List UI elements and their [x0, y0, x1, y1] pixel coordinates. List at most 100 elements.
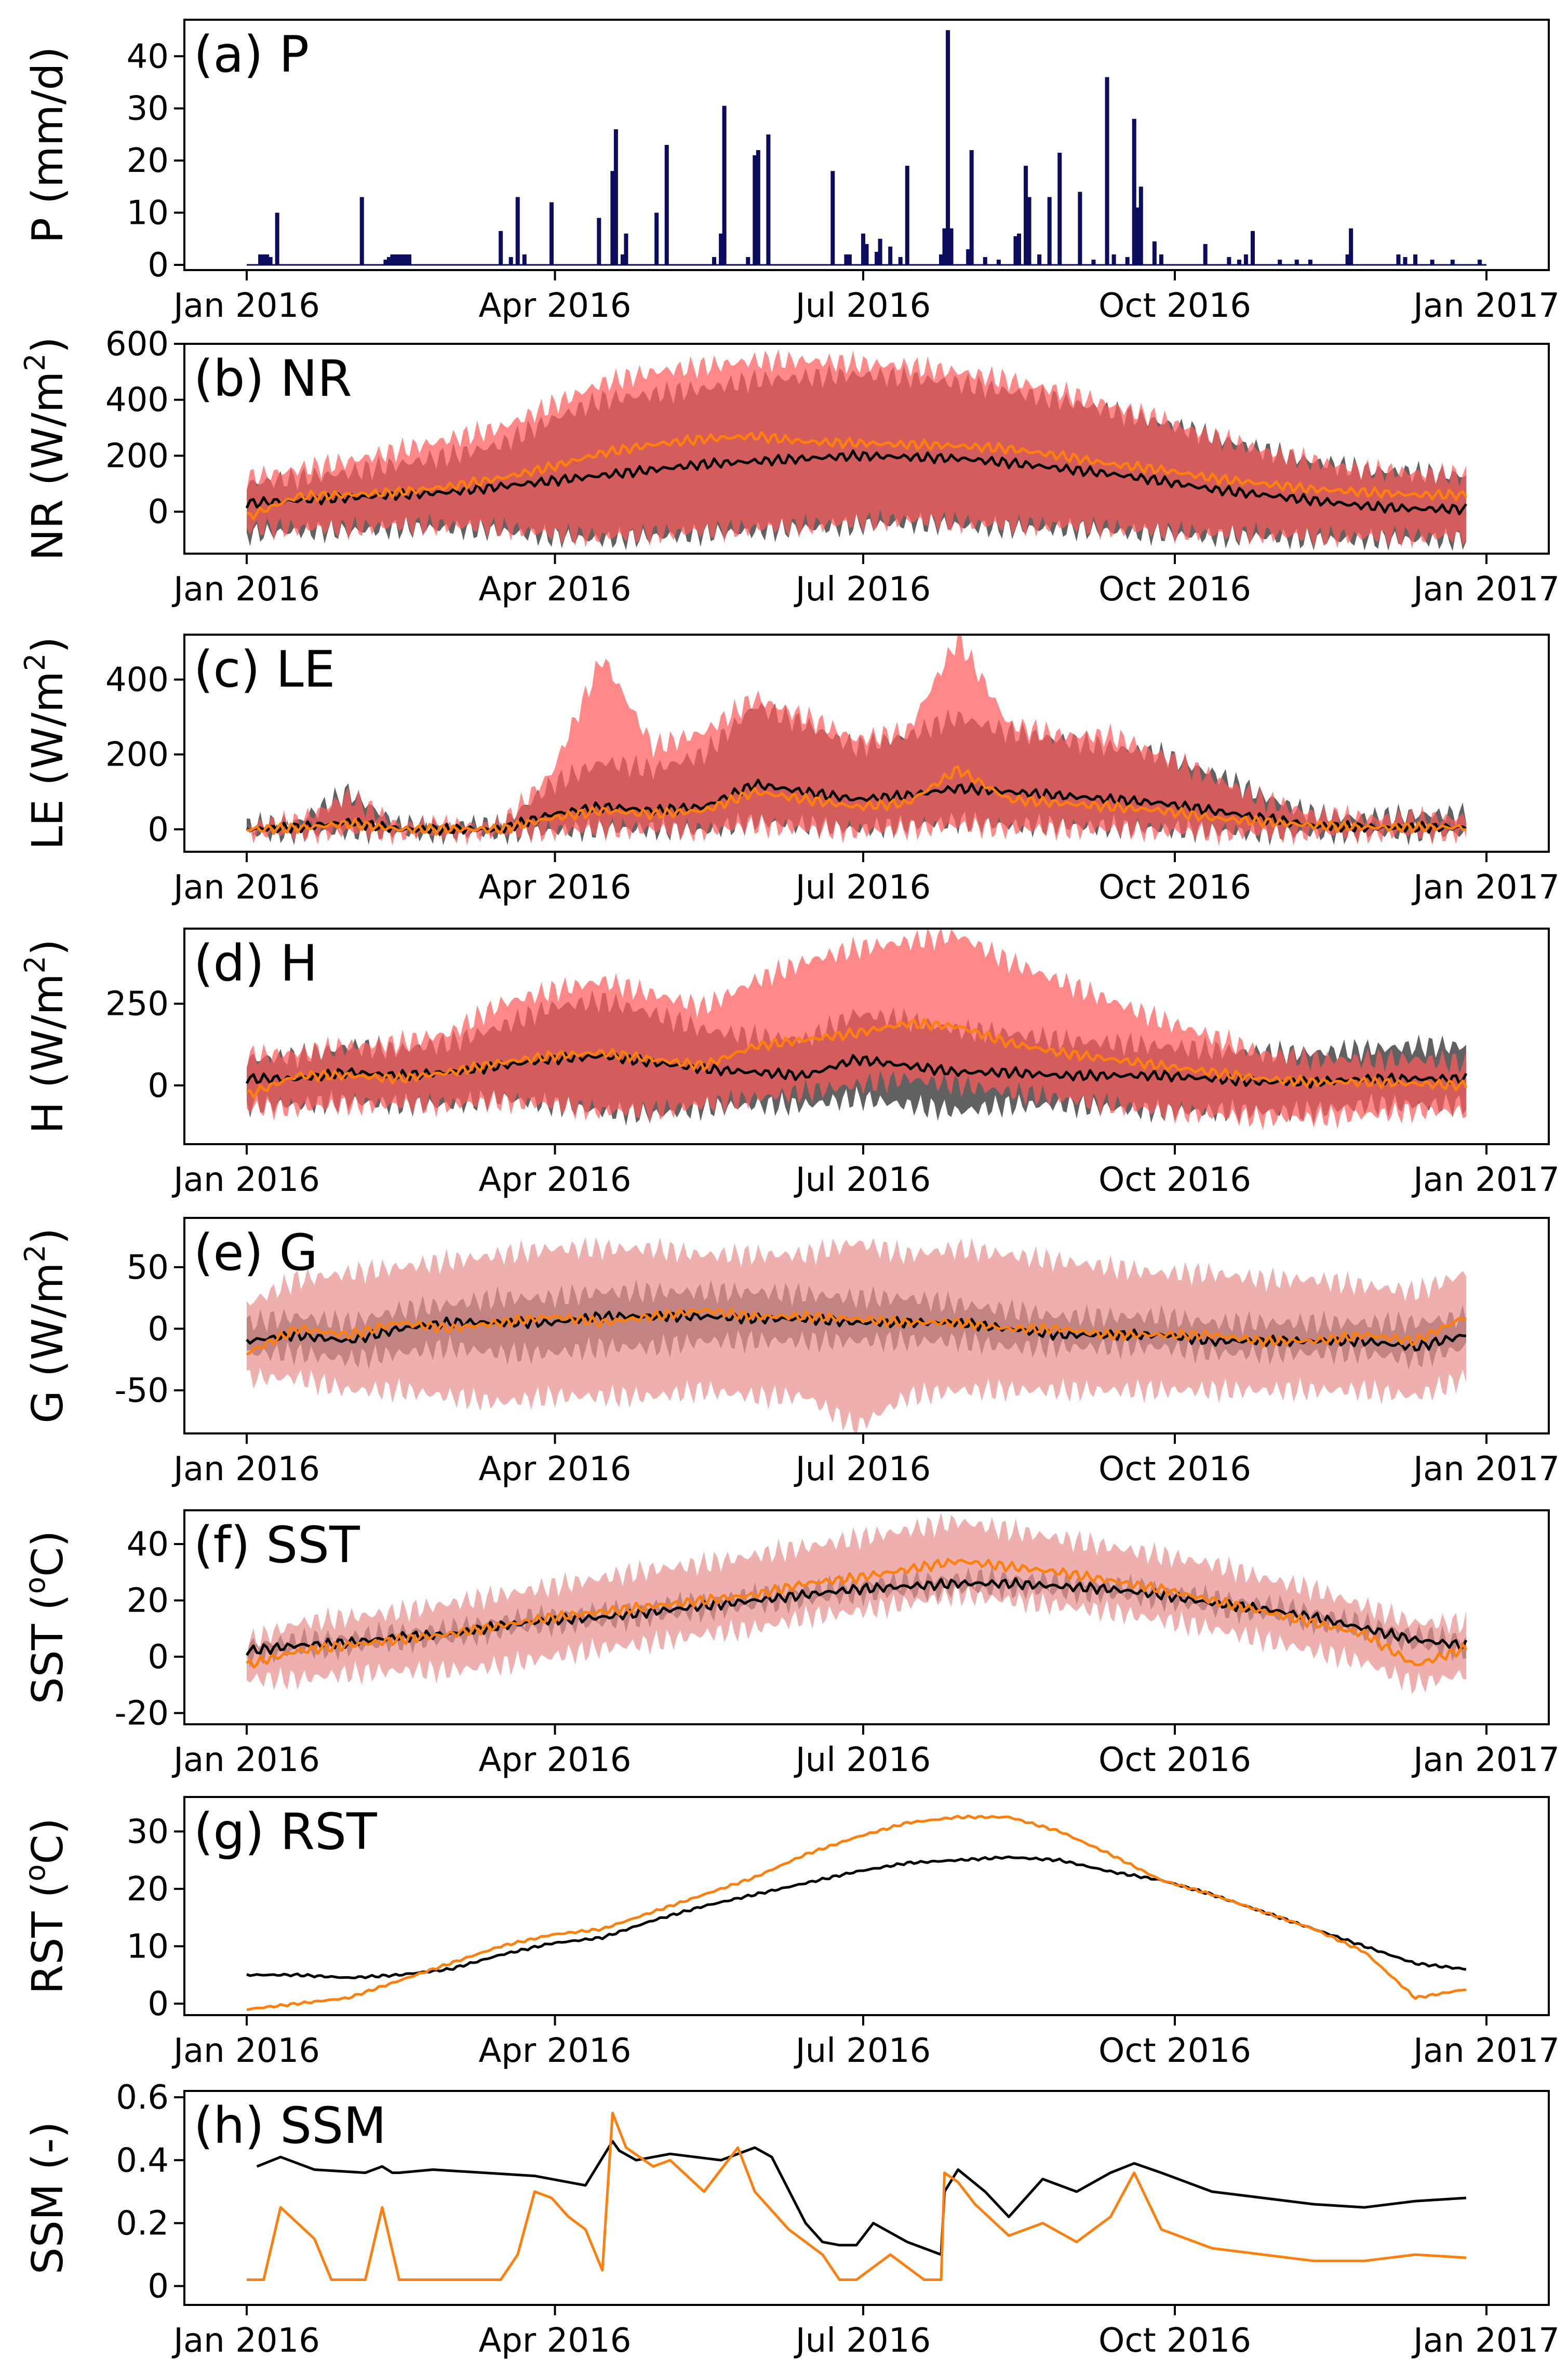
x-tick-label: Jan 2017 — [1411, 1161, 1560, 1199]
x-tick-label: Oct 2016 — [1098, 1741, 1251, 1779]
precip-bar — [1159, 254, 1163, 265]
precip-bar — [407, 254, 412, 265]
x-tick-label: Apr 2016 — [479, 1450, 632, 1488]
model-band — [247, 1512, 1466, 1694]
axes-frame — [183, 343, 1550, 555]
y-axis-label: SST (oC) — [19, 1531, 73, 1705]
y-tick-label: 200 — [105, 437, 169, 475]
x-tick-label: Jul 2016 — [794, 1741, 931, 1779]
y-tick-label: 20 — [127, 1870, 169, 1909]
precip-bar — [1227, 257, 1231, 265]
x-tick-label: Apr 2016 — [479, 2322, 632, 2360]
precip-bar — [875, 251, 879, 265]
precip-bar — [983, 257, 987, 265]
y-tick-label: 10 — [127, 194, 169, 233]
x-tick-label: Jan 2017 — [1411, 2032, 1560, 2070]
precip-bar — [499, 231, 503, 265]
x-tick-label: Jul 2016 — [794, 868, 931, 907]
x-tick-label: Jan 2017 — [1411, 1450, 1560, 1488]
precip-bar — [719, 233, 723, 265]
axes-frame — [183, 1509, 1550, 1725]
axes-frame — [183, 1796, 1550, 2016]
x-tick-label: Jan 2017 — [1411, 1741, 1560, 1779]
panel-g: -50 0 50 Jan 2016 Apr 2016 Jul 2016 Oct 2016 Ja… — [19, 1217, 1560, 1488]
precip-bar — [654, 212, 659, 265]
x-tick-label: Apr 2016 — [479, 1161, 632, 1199]
precip-bar — [1477, 259, 1482, 265]
precip-bar — [386, 257, 391, 265]
y-tick-label: 400 — [105, 381, 169, 420]
precip-bar — [996, 259, 1001, 265]
panel-title: (c) LE — [194, 640, 335, 699]
y-tick-label: 30 — [127, 90, 169, 128]
y-tick-label: 10 — [127, 1927, 169, 1966]
panel-ssm: 0 0.2 0.4 0.6 Jan 2016 Apr 2016 Jul 2016 Oct 20… — [23, 2078, 1560, 2360]
x-tick-label: Jan 2016 — [171, 1741, 320, 1779]
panel-h: 0 250 Jan 2016 Apr 2016 Jul 2016 Oct 2016 Jan … — [19, 928, 1560, 1199]
y-tick-label: -20 — [114, 1694, 169, 1733]
precip-bar — [1349, 228, 1353, 265]
precip-bar — [1037, 254, 1042, 265]
y-tick-label: 0 — [148, 493, 169, 531]
plot-area — [245, 349, 1468, 551]
y-tick-label: 0 — [148, 246, 169, 285]
precip-bar — [1047, 197, 1052, 265]
y-tick-label: 40 — [127, 1525, 169, 1564]
model-line — [246, 1017, 1468, 1099]
y-axis-label: H (W/m2) — [19, 939, 73, 1134]
x-tick-label: Apr 2016 — [479, 868, 632, 907]
precip-bar — [753, 155, 757, 265]
axes-frame — [183, 1217, 1550, 1434]
x-tick-label: Jan 2017 — [1411, 2322, 1560, 2360]
precip-bar — [400, 254, 405, 265]
x-tick-label: Oct 2016 — [1098, 868, 1251, 907]
precip-bar — [1135, 207, 1140, 265]
x-tick-label: Apr 2016 — [479, 570, 632, 609]
model-line — [246, 1558, 1468, 1669]
precip-bar — [404, 254, 408, 265]
precip-bar — [393, 254, 398, 265]
y-tick-label: 30 — [127, 1813, 169, 1851]
precip-bar — [1057, 153, 1062, 265]
precip-bar — [1111, 254, 1116, 265]
precip-bar — [905, 166, 909, 265]
panel-le: 0 200 400 Jan 2016 Apr 2016 Jul 2016 Oct 2016 J… — [19, 634, 1560, 907]
panel-title: (e) G — [194, 1224, 318, 1282]
observed-line — [245, 1052, 1468, 1089]
y-tick-label: 0.2 — [116, 2204, 169, 2243]
axes-frame — [183, 2090, 1550, 2306]
precip-bar — [949, 228, 954, 265]
y-tick-label: 600 — [105, 325, 169, 364]
precip-bar — [515, 197, 520, 265]
y-tick-label: 0 — [148, 1310, 169, 1348]
precip-bar — [1138, 186, 1143, 265]
y-tick-label: 20 — [127, 1581, 169, 1620]
x-tick-label: Oct 2016 — [1098, 287, 1251, 325]
x-tick-label: Jan 2017 — [1411, 868, 1560, 907]
observed-line — [256, 2140, 1467, 2256]
panel-p: 0 10 20 30 40 Jan 2016 Apr 2016 Jul 2016 Oct 201… — [23, 19, 1560, 325]
y-tick-label: 400 — [105, 661, 169, 699]
precip-bar — [1016, 233, 1021, 265]
precip-bar — [664, 145, 669, 265]
precip-bar — [830, 171, 835, 265]
y-tick-label: 250 — [105, 985, 169, 1024]
model-line — [246, 765, 1467, 836]
plot-area — [246, 1237, 1467, 1433]
observed-line — [245, 449, 1467, 516]
precip-bar — [1294, 259, 1299, 265]
panel-title: (d) H — [194, 934, 318, 992]
panels: 0 10 20 30 40 Jan 2016 Apr 2016 Jul 2016 Oct 201… — [19, 19, 1560, 2360]
x-tick-label: Jul 2016 — [794, 2032, 931, 2070]
precip-bar — [1278, 259, 1282, 265]
precip-bar — [613, 129, 618, 265]
precip-bar — [942, 228, 947, 265]
precip-bar — [766, 134, 771, 265]
precip-bar — [265, 254, 270, 265]
y-tick-label: 0.6 — [116, 2078, 169, 2117]
x-tick-label: Jan 2017 — [1411, 570, 1560, 609]
x-tick-label: Jul 2016 — [794, 1161, 931, 1199]
precip-bar — [847, 254, 852, 265]
model-band — [247, 349, 1466, 548]
precip-bar — [275, 212, 279, 265]
